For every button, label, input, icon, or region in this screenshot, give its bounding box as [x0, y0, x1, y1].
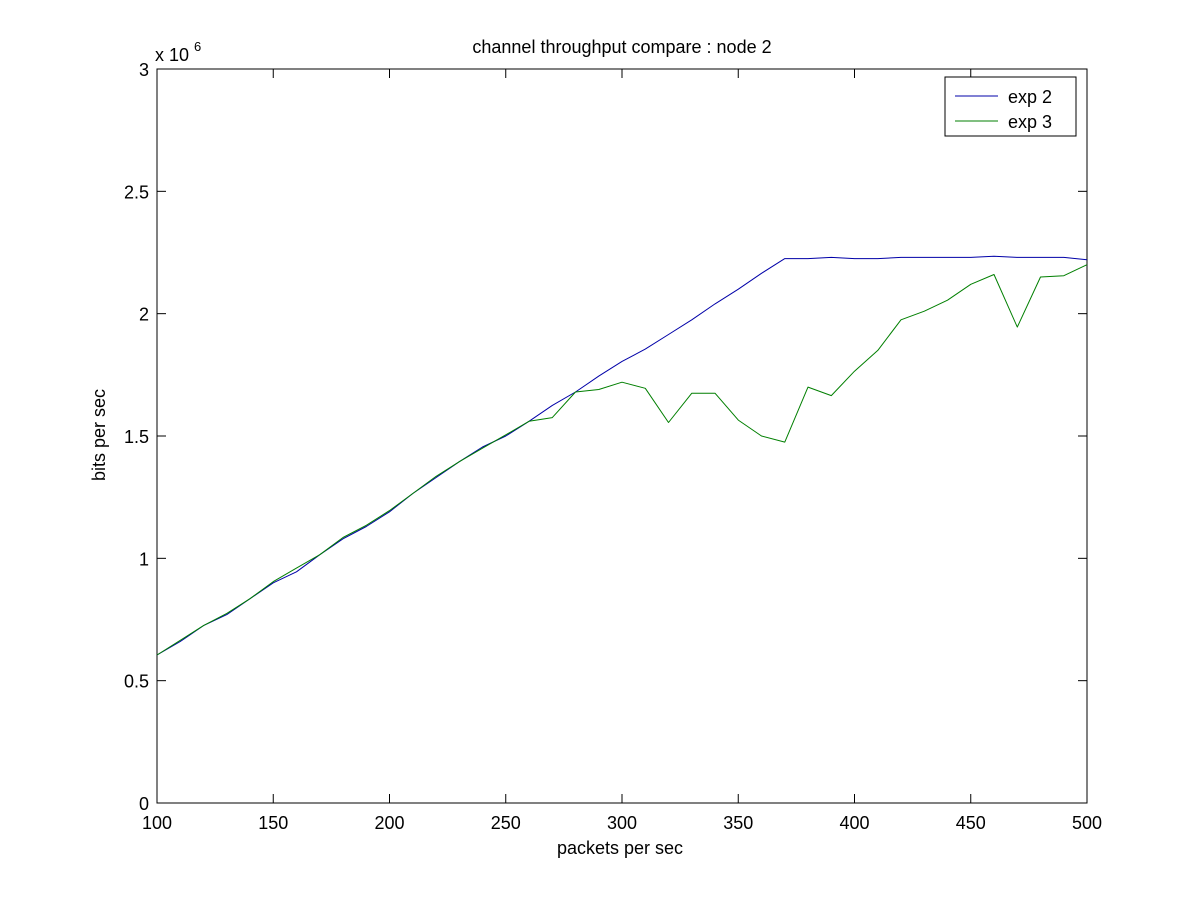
series-line-exp-2 — [156, 255, 1088, 656]
series-layer — [156, 255, 1088, 656]
x-tick-label: 450 — [956, 813, 986, 833]
y-tick-label: 0 — [139, 794, 149, 814]
x-tick-label: 100 — [142, 813, 172, 833]
y-tick-label: 1 — [139, 549, 149, 569]
x-axis-label: packets per sec — [557, 838, 683, 858]
x-axis-ticks: 100 150 200 250 300 350 400 450 500 — [142, 69, 1102, 833]
x-tick-label: 250 — [491, 813, 521, 833]
y-axis-exponent-base: x 10 — [155, 45, 189, 65]
series-line-exp-3 — [156, 264, 1088, 656]
legend-label-exp-2: exp 2 — [1008, 87, 1052, 107]
x-tick-label: 400 — [839, 813, 869, 833]
y-tick-label: 3 — [139, 60, 149, 80]
y-tick-label: 2.5 — [124, 182, 149, 202]
legend: exp 2 exp 3 — [944, 76, 1077, 137]
plot-area-frame — [156, 68, 1088, 804]
x-tick-label: 200 — [374, 813, 404, 833]
y-axis-label: bits per sec — [89, 389, 109, 481]
x-tick-label: 150 — [258, 813, 288, 833]
x-tick-label: 300 — [607, 813, 637, 833]
y-axis-ticks: 0 0.5 1 1.5 2 2.5 3 — [124, 60, 1087, 814]
chart-title: channel throughput compare : node 2 — [472, 37, 771, 57]
legend-box — [944, 76, 1077, 137]
y-axis-exponent-power: 6 — [194, 39, 201, 54]
y-axis-exponent-label: x 10 6 — [155, 39, 201, 65]
y-tick-label: 1.5 — [124, 427, 149, 447]
x-tick-label: 500 — [1072, 813, 1102, 833]
legend-label-exp-3: exp 3 — [1008, 112, 1052, 132]
y-tick-label: 2 — [139, 305, 149, 325]
y-tick-label: 0.5 — [124, 672, 149, 692]
x-tick-label: 350 — [723, 813, 753, 833]
